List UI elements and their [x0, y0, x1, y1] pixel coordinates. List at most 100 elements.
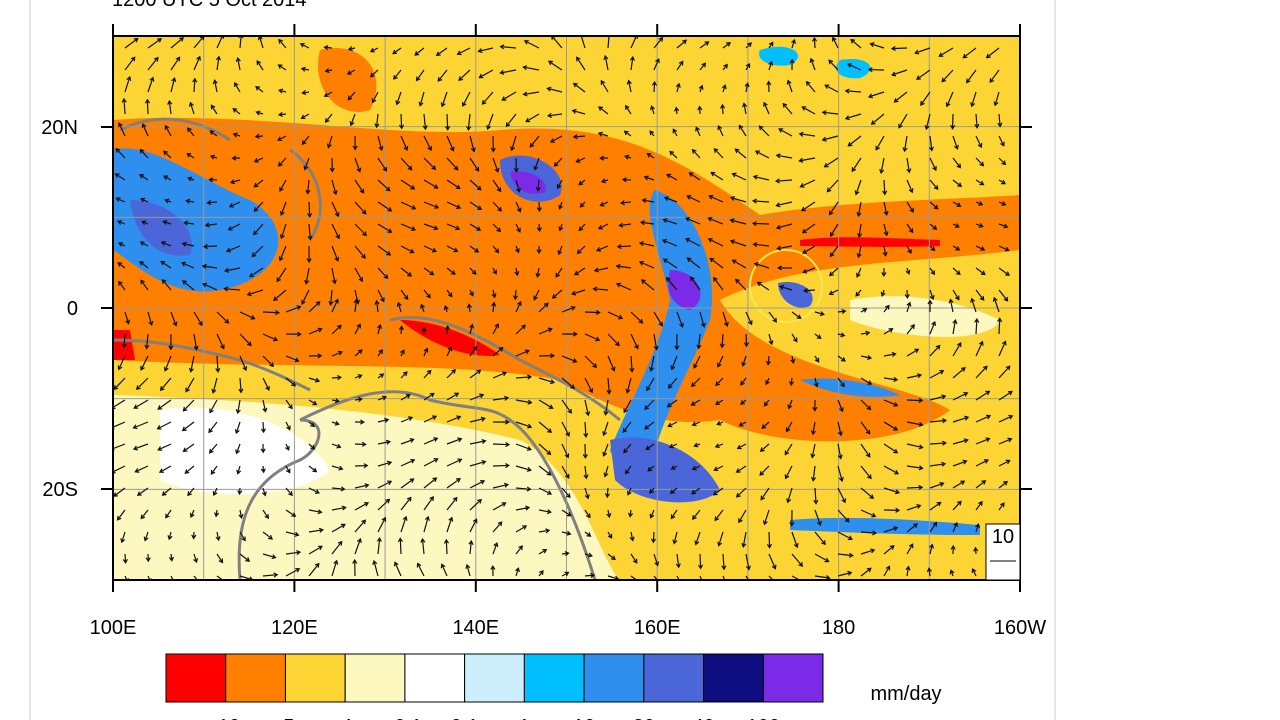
wind-arrow — [811, 36, 818, 49]
wind-arrow — [600, 178, 609, 184]
wind-arrow — [538, 570, 544, 577]
wind-arrow — [170, 311, 178, 327]
wind-arrow — [717, 531, 724, 547]
wind-arrow — [929, 394, 947, 401]
wind-arrow — [133, 399, 149, 409]
wind-arrow — [561, 443, 570, 459]
wind-arrow — [740, 399, 747, 405]
wind-arrow — [201, 263, 218, 270]
wind-arrow — [437, 69, 448, 82]
wind-arrow — [675, 553, 681, 569]
wind-arrow — [492, 502, 507, 511]
wind-arrow — [847, 135, 862, 147]
wind-arrow — [929, 501, 942, 511]
wind-arrow — [759, 465, 770, 476]
wind-arrow — [492, 482, 510, 489]
wind-arrow — [906, 465, 924, 471]
reference-label: 10 — [992, 526, 1014, 548]
wind-arrow — [584, 399, 591, 417]
wind-arrow — [745, 575, 750, 580]
wind-arrow — [122, 553, 128, 564]
wind-arrow — [786, 79, 793, 93]
wind-arrow — [515, 525, 528, 533]
wind-arrow — [229, 179, 241, 185]
wind-arrow — [670, 509, 678, 520]
wind-arrow — [469, 267, 477, 275]
wind-arrow — [584, 572, 596, 579]
wind-arrow — [855, 289, 862, 297]
wind-arrow — [775, 223, 793, 230]
wind-arrow — [499, 69, 517, 75]
wind-arrow — [232, 132, 241, 138]
wind-arrow — [743, 333, 750, 348]
wind-arrow — [952, 267, 961, 276]
wind-arrow — [846, 63, 862, 71]
wind-arrow — [446, 437, 463, 445]
wind-arrow — [837, 570, 853, 577]
wind-arrow — [768, 575, 774, 580]
wind-arrow — [606, 509, 612, 519]
wind-arrow — [837, 509, 850, 523]
wind-arrow — [974, 317, 980, 335]
wind-arrow — [486, 113, 494, 131]
wind-arrow — [308, 399, 318, 406]
wind-arrow — [189, 509, 195, 518]
wind-arrow — [698, 84, 704, 93]
wind-arrow — [377, 480, 393, 489]
wind-arrow — [285, 399, 293, 410]
wind-arrow — [629, 531, 635, 542]
wind-arrow — [492, 179, 502, 193]
wind-arrow — [377, 395, 388, 401]
wind-arrow — [136, 487, 149, 496]
wind-arrow — [168, 333, 174, 351]
wind-arrow — [400, 245, 415, 254]
wind-arrow — [140, 355, 149, 371]
wind-arrow — [538, 327, 553, 335]
wind-arrow — [675, 82, 681, 93]
wind-arrow — [446, 346, 453, 357]
wind-arrow — [260, 443, 266, 454]
wind-arrow — [505, 113, 517, 128]
wind-arrow — [423, 496, 434, 511]
wind-arrow — [324, 113, 333, 124]
wind-arrow — [561, 509, 572, 517]
wind-arrow — [558, 223, 564, 232]
wind-arrow — [285, 509, 297, 517]
wind-arrow — [713, 465, 724, 472]
wind-arrow — [163, 355, 172, 372]
wind-arrow — [602, 443, 609, 457]
wind-arrow — [607, 355, 616, 372]
wind-arrow — [306, 245, 312, 264]
wind-arrow — [950, 113, 956, 130]
lon-label: 160W — [994, 617, 1046, 639]
wind-arrow — [906, 223, 914, 234]
colorbar-label: 10 — [573, 716, 595, 720]
wind-arrow — [354, 157, 362, 173]
wind-arrow — [115, 197, 126, 203]
wind-arrow — [279, 179, 287, 192]
wind-arrow — [331, 523, 346, 533]
wind-arrow — [599, 155, 609, 161]
lat-label: 20N — [41, 117, 78, 139]
wind-arrow — [593, 267, 609, 273]
wind-arrow — [253, 201, 264, 212]
wind-arrow — [184, 465, 195, 474]
wind-arrow — [952, 157, 962, 169]
wind-arrow — [572, 82, 586, 93]
wind-arrow — [253, 223, 264, 236]
lat-label: 20S — [42, 479, 78, 501]
wind-arrow — [653, 553, 660, 567]
wind-arrow — [707, 216, 724, 225]
wind-arrow — [278, 245, 287, 262]
wind-arrow — [778, 284, 793, 291]
wind-arrow — [741, 531, 747, 549]
wind-arrow — [814, 355, 820, 363]
wind-arrow — [752, 174, 770, 181]
wind-arrow — [377, 223, 393, 233]
wind-arrow — [880, 289, 886, 297]
wind-arrow — [299, 42, 310, 49]
wind-arrow — [538, 421, 553, 433]
wind-arrow — [618, 222, 632, 228]
wind-arrow — [576, 56, 586, 71]
wind-arrow — [962, 47, 977, 59]
